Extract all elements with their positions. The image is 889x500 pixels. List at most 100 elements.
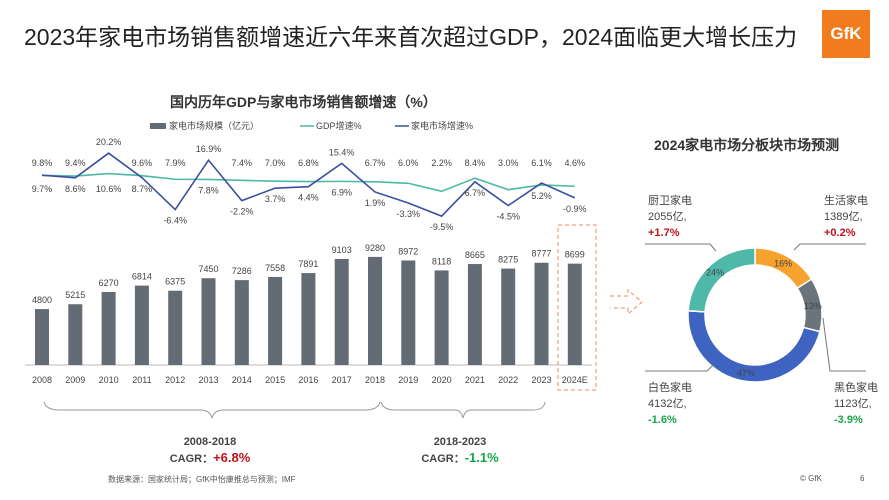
- brace-2008-2018: [43, 401, 381, 419]
- bar-value-2011: 6814: [132, 272, 152, 282]
- cagr-2008-2018: 2008-2018 CAGR：+6.8%: [169, 436, 251, 465]
- gdp-label-2008: 9.7%: [32, 184, 53, 194]
- bar-value-2020: 8118: [432, 256, 451, 266]
- bar-2011: [134, 285, 149, 365]
- legend-bar-label: 家电市场规模（亿元）: [169, 120, 259, 131]
- appliance-label-2019: -3.3%: [397, 209, 421, 219]
- bar-value-2012: 6375: [165, 277, 185, 287]
- leader-black: [822, 317, 866, 372]
- x-tick-2013: 2013: [198, 375, 218, 385]
- donut-slice-厨卫家电: [687, 247, 756, 313]
- bar-value-2016: 7891: [298, 259, 318, 269]
- data-source: 数据来源：国家统计局；GfK中怡康推总与预测；IMF: [108, 475, 296, 484]
- gdp-label-2023: 5.2%: [531, 191, 552, 201]
- page-number: 6: [860, 474, 865, 483]
- gdp-label-2021: 8.4%: [465, 158, 486, 168]
- bar-value-2023: 8777: [531, 249, 551, 259]
- bar-value-2017: 9103: [332, 245, 352, 255]
- bar-2010: [101, 291, 116, 365]
- x-tick-2008: 2008: [32, 375, 52, 385]
- gdp-label-2013: 7.8%: [198, 185, 219, 195]
- donut-chart-title: 2024家电市场分板块市场预测: [654, 137, 840, 153]
- bar-value-2018: 9280: [365, 243, 385, 253]
- bar-2021: [467, 264, 482, 365]
- bar-value-2024E: 8699: [565, 250, 585, 260]
- appliance-label-2010: 20.2%: [96, 137, 122, 147]
- appliance-label-2014: -2.2%: [230, 207, 254, 217]
- x-tick-2018: 2018: [365, 375, 385, 385]
- x-tick-2017: 2017: [332, 375, 352, 385]
- bar-value-2014: 7286: [232, 266, 252, 276]
- bar-2022: [501, 268, 516, 365]
- appliance-label-2020: -9.5%: [430, 222, 454, 232]
- legend-gdp-label: GDP增速%: [316, 120, 362, 131]
- bar-2020: [434, 270, 449, 365]
- label-black: 黑色家电 1123亿, -3.9%: [834, 382, 878, 426]
- gdp-label-2010: 10.6%: [96, 184, 122, 194]
- bar-value-2019: 8972: [398, 246, 418, 256]
- x-tick-2014: 2014: [232, 375, 252, 385]
- gdp-label-2011: 9.6%: [132, 158, 153, 168]
- x-tick-2021: 2021: [465, 375, 485, 385]
- donut-pct-生活家电: 16%: [774, 259, 792, 269]
- gdp-label-2024E: 4.6%: [565, 158, 586, 168]
- appliance-label-2021: 6.7%: [465, 188, 486, 198]
- gdp-label-2017: 6.9%: [331, 187, 352, 197]
- x-tick-2012: 2012: [165, 375, 185, 385]
- forecast-highlight-box: [557, 224, 597, 391]
- gdp-growth-line: [41, 172, 575, 193]
- bar-value-2008: 4800: [32, 295, 52, 305]
- bar-value-2010: 6270: [99, 278, 119, 288]
- bar-2016: [301, 273, 316, 365]
- page-title: 2023年家电市场销售额增速近六年来首次超过GDP，2024面临更大增长压力: [24, 24, 798, 50]
- bar-2017: [334, 258, 349, 365]
- bar-2008: [35, 309, 49, 365]
- appliance-label-2008: 9.8%: [32, 158, 53, 168]
- dashed-arrow-icon: [610, 288, 643, 316]
- donut-pct-黑色家电: 13%: [804, 301, 822, 311]
- gdp-label-2014: 7.4%: [232, 158, 253, 168]
- x-tick-2020: 2020: [432, 375, 452, 385]
- bar-value-2015: 7558: [265, 263, 285, 273]
- bar-2015: [268, 276, 283, 365]
- bar-2019: [401, 260, 416, 365]
- leader-kitchen: [645, 243, 717, 252]
- gfk-logo: GfK: [822, 10, 870, 58]
- gdp-label-2022: 3.0%: [498, 158, 519, 168]
- bar-2009: [68, 304, 83, 365]
- appliance-label-2017: 15.4%: [329, 147, 355, 157]
- cagr-2018-2023: 2018-2023 CAGR：-1.1%: [421, 436, 499, 465]
- label-living: 生活家电 1389亿, +0.2%: [824, 195, 868, 239]
- bar-chart-title: 国内历年GDP与家电市场销售额增速（%）: [170, 94, 437, 110]
- appliance-label-2022: -4.5%: [496, 212, 520, 222]
- bar-2023: [534, 262, 549, 365]
- x-tick-2011: 2011: [132, 375, 151, 385]
- brace-2018-2023: [380, 401, 546, 419]
- gdp-label-2012: 7.9%: [165, 158, 186, 168]
- bar-2013: [201, 278, 216, 365]
- gdp-label-2020: 2.2%: [431, 158, 452, 168]
- appliance-label-2023: 6.1%: [531, 158, 552, 168]
- appliance-label-2015: 3.7%: [265, 194, 286, 204]
- appliance-label-2016: 4.4%: [298, 193, 319, 203]
- bar-value-2009: 5215: [65, 290, 85, 300]
- label-white: 白色家电 4132亿, -1.6%: [648, 382, 692, 426]
- x-tick-2019: 2019: [398, 375, 418, 385]
- appliance-label-2009: 8.6%: [65, 184, 86, 194]
- x-tick-2022: 2022: [498, 375, 518, 385]
- bar-2024E: [567, 263, 582, 365]
- bar-2018: [368, 256, 382, 365]
- gdp-label-2016: 6.8%: [298, 158, 319, 168]
- appliance-label-2018: 1.9%: [365, 198, 386, 208]
- appliance-label-2011: 8.7%: [132, 184, 153, 194]
- appliance-label-2012: -6.4%: [163, 216, 187, 226]
- gdp-label-2015: 7.0%: [265, 158, 286, 168]
- bar-value-2022: 8275: [498, 255, 518, 265]
- bar-value-2021: 8665: [465, 250, 485, 260]
- gdp-label-2018: 6.7%: [365, 158, 386, 168]
- x-tick-2023: 2023: [531, 375, 551, 385]
- bar-2014: [234, 280, 249, 365]
- donut-pct-白色家电: 47%: [737, 368, 755, 378]
- label-kitchen: 厨卫家电 2055亿, +1.7%: [648, 195, 692, 239]
